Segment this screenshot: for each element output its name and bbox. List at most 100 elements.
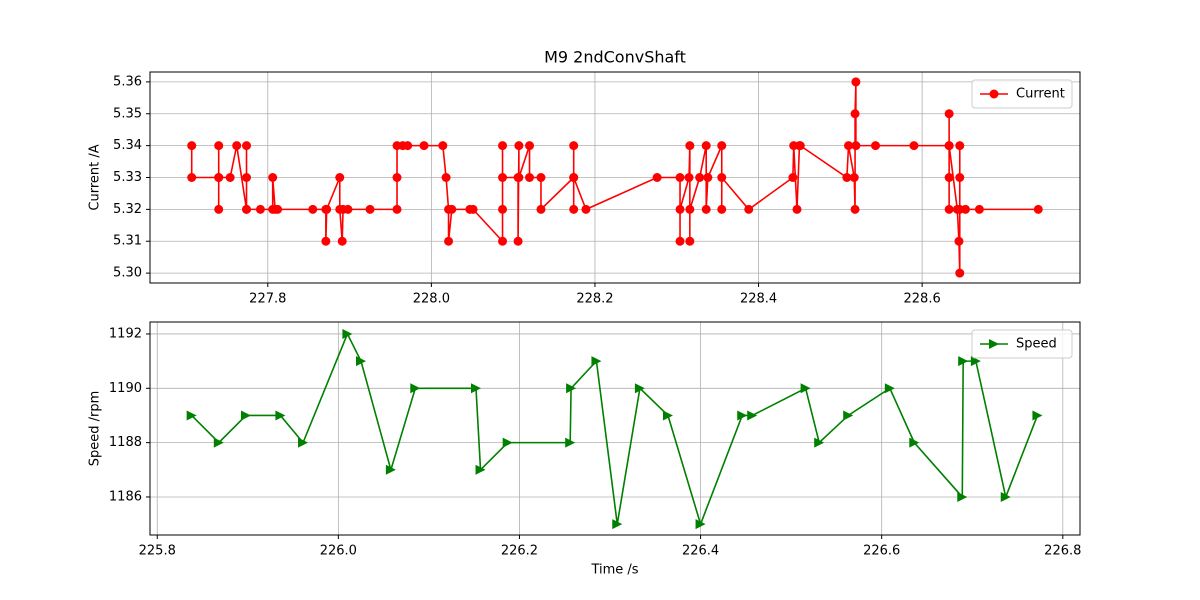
x-tick-label: 226.8	[1044, 544, 1081, 559]
data-point	[944, 204, 954, 214]
data-point	[591, 356, 602, 367]
data-point	[844, 141, 854, 151]
y-tick-label: 5.36	[113, 74, 142, 89]
data-point	[187, 141, 197, 151]
data-point	[788, 173, 798, 182]
data-point	[392, 173, 402, 182]
data-point	[514, 173, 524, 182]
data-point	[498, 236, 508, 246]
data-point	[308, 204, 318, 214]
data-point	[970, 356, 981, 367]
data-point	[342, 328, 353, 339]
data-point	[662, 410, 673, 421]
data-point	[851, 77, 861, 87]
data-point	[795, 141, 805, 151]
data-point	[444, 236, 454, 246]
data-point	[717, 173, 727, 182]
data-point	[321, 236, 331, 246]
data-point	[569, 141, 579, 151]
data-point	[525, 141, 535, 151]
data-point	[214, 204, 224, 214]
y-tick-label: 1186	[109, 489, 142, 504]
axes-frame	[149, 321, 1081, 536]
y-tick-label: 5.32	[113, 202, 142, 217]
x-tick-label: 228.4	[740, 292, 777, 307]
data-point	[565, 437, 576, 448]
data-point	[944, 141, 954, 151]
data-point	[957, 491, 968, 502]
x-tick-label: 226.2	[501, 544, 538, 559]
data-point	[944, 109, 954, 119]
x-tick-label: 225.8	[139, 544, 176, 559]
legend-marker	[989, 89, 999, 99]
data-point	[675, 204, 685, 214]
data-point	[498, 141, 508, 151]
y-tick-label: 1190	[109, 381, 142, 396]
data-point	[273, 204, 283, 214]
data-point	[337, 236, 347, 246]
data-point	[441, 173, 451, 182]
data-point	[634, 383, 645, 394]
y-tick-label: 5.31	[113, 234, 142, 249]
x-tick-label: 226.0	[320, 544, 357, 559]
data-point	[652, 173, 662, 182]
axes-frame	[149, 71, 1081, 284]
data-point	[800, 383, 811, 394]
x-tick-label: 226.6	[863, 544, 900, 559]
data-point	[447, 204, 457, 214]
data-point	[514, 141, 524, 151]
data-point	[701, 141, 711, 151]
x-axis-label: Time /s	[590, 563, 638, 578]
data-point	[536, 173, 546, 182]
data-point	[343, 204, 353, 214]
data-point	[843, 410, 854, 421]
data-point	[960, 204, 970, 214]
data-point	[684, 173, 694, 182]
data-point	[536, 204, 546, 214]
data-point	[747, 410, 758, 421]
data-point	[871, 141, 881, 151]
data-point	[675, 173, 685, 182]
data-point	[701, 204, 711, 214]
data-point	[498, 173, 508, 182]
y-tick-label: 5.34	[113, 138, 142, 153]
data-point	[814, 437, 825, 448]
data-point	[322, 204, 332, 214]
data-point	[958, 356, 969, 367]
data-point	[703, 173, 713, 182]
data-point	[225, 173, 235, 182]
x-tick-label: 228.0	[413, 292, 450, 307]
data-point	[954, 236, 964, 246]
data-point	[214, 173, 224, 182]
data-point	[298, 437, 309, 448]
data-point	[365, 204, 375, 214]
data-point	[685, 204, 695, 214]
data-point	[392, 204, 402, 214]
y-tick-label: 5.30	[113, 266, 142, 281]
data-point	[502, 437, 513, 448]
data-point	[675, 236, 685, 246]
data-point	[612, 519, 623, 530]
data-point	[255, 204, 265, 214]
data-point	[850, 109, 860, 119]
x-tick-label: 228.6	[904, 292, 941, 307]
y-tick-label: 1188	[109, 435, 142, 450]
data-point	[242, 204, 252, 214]
y-tick-label: 5.35	[113, 106, 142, 121]
data-point	[468, 204, 478, 214]
legend-box	[971, 79, 1073, 109]
data-point	[1033, 204, 1043, 214]
legend-label: Current	[1016, 87, 1065, 102]
data-point	[955, 141, 965, 151]
x-tick-label: 228.2	[576, 292, 613, 307]
y-tick-label: 5.33	[113, 170, 142, 185]
data-point	[385, 464, 396, 475]
data-point	[849, 173, 859, 182]
data-point	[513, 236, 523, 246]
data-point	[475, 464, 486, 475]
data-point	[955, 268, 965, 278]
x-tick-label: 227.8	[249, 292, 286, 307]
chart-title: M9 2ndConvShaft	[544, 48, 686, 67]
data-point	[717, 141, 727, 151]
data-point	[525, 173, 535, 182]
